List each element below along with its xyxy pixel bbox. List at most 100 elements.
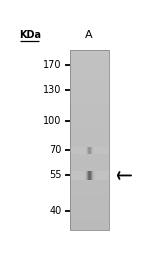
FancyBboxPatch shape: [109, 171, 110, 180]
FancyBboxPatch shape: [70, 140, 110, 142]
FancyBboxPatch shape: [105, 147, 106, 154]
FancyBboxPatch shape: [70, 189, 110, 192]
FancyBboxPatch shape: [103, 171, 104, 180]
FancyBboxPatch shape: [70, 93, 110, 95]
FancyBboxPatch shape: [70, 151, 110, 153]
FancyBboxPatch shape: [70, 64, 110, 66]
FancyBboxPatch shape: [70, 122, 110, 124]
FancyBboxPatch shape: [70, 205, 110, 207]
FancyBboxPatch shape: [93, 147, 94, 154]
FancyBboxPatch shape: [82, 171, 83, 180]
FancyBboxPatch shape: [70, 59, 110, 62]
FancyBboxPatch shape: [70, 68, 110, 70]
FancyBboxPatch shape: [100, 147, 101, 154]
FancyBboxPatch shape: [70, 129, 110, 131]
FancyBboxPatch shape: [70, 194, 110, 196]
FancyBboxPatch shape: [79, 171, 80, 180]
FancyBboxPatch shape: [88, 147, 89, 154]
FancyBboxPatch shape: [70, 196, 110, 198]
FancyBboxPatch shape: [70, 187, 110, 189]
FancyBboxPatch shape: [70, 212, 110, 214]
FancyBboxPatch shape: [70, 142, 110, 144]
FancyBboxPatch shape: [82, 171, 83, 180]
FancyBboxPatch shape: [70, 198, 110, 201]
FancyBboxPatch shape: [70, 84, 110, 86]
FancyBboxPatch shape: [70, 209, 110, 212]
FancyBboxPatch shape: [70, 115, 110, 118]
FancyBboxPatch shape: [96, 171, 97, 180]
FancyBboxPatch shape: [70, 127, 110, 129]
FancyBboxPatch shape: [85, 147, 86, 154]
FancyBboxPatch shape: [83, 147, 84, 154]
FancyBboxPatch shape: [96, 147, 97, 154]
FancyBboxPatch shape: [107, 147, 108, 154]
FancyBboxPatch shape: [91, 171, 92, 180]
FancyBboxPatch shape: [70, 75, 110, 77]
FancyBboxPatch shape: [102, 147, 103, 154]
FancyBboxPatch shape: [70, 156, 110, 158]
FancyBboxPatch shape: [79, 147, 80, 154]
FancyBboxPatch shape: [97, 171, 98, 180]
FancyBboxPatch shape: [76, 171, 77, 180]
FancyBboxPatch shape: [99, 147, 100, 154]
FancyBboxPatch shape: [80, 171, 81, 180]
FancyBboxPatch shape: [70, 104, 110, 106]
FancyBboxPatch shape: [108, 147, 109, 154]
Text: 130: 130: [43, 85, 62, 95]
FancyBboxPatch shape: [70, 111, 110, 113]
FancyBboxPatch shape: [70, 227, 110, 230]
FancyBboxPatch shape: [70, 144, 110, 147]
FancyBboxPatch shape: [85, 147, 86, 154]
FancyBboxPatch shape: [100, 147, 101, 154]
FancyBboxPatch shape: [70, 216, 110, 218]
FancyBboxPatch shape: [70, 225, 110, 227]
FancyBboxPatch shape: [70, 136, 110, 138]
FancyBboxPatch shape: [81, 147, 82, 154]
FancyBboxPatch shape: [70, 201, 110, 203]
FancyBboxPatch shape: [74, 171, 75, 180]
FancyBboxPatch shape: [70, 53, 110, 55]
FancyBboxPatch shape: [103, 147, 104, 154]
FancyBboxPatch shape: [90, 171, 91, 180]
FancyBboxPatch shape: [70, 50, 110, 53]
FancyBboxPatch shape: [75, 147, 76, 154]
FancyBboxPatch shape: [70, 174, 110, 176]
FancyBboxPatch shape: [72, 147, 73, 154]
FancyBboxPatch shape: [77, 171, 78, 180]
FancyBboxPatch shape: [89, 147, 90, 154]
FancyBboxPatch shape: [70, 118, 110, 120]
FancyBboxPatch shape: [91, 147, 92, 154]
FancyBboxPatch shape: [106, 147, 107, 154]
FancyBboxPatch shape: [98, 147, 99, 154]
FancyBboxPatch shape: [85, 171, 86, 180]
FancyBboxPatch shape: [70, 70, 110, 73]
FancyBboxPatch shape: [93, 171, 94, 180]
FancyBboxPatch shape: [70, 138, 110, 140]
FancyBboxPatch shape: [70, 160, 110, 162]
Text: 55: 55: [49, 170, 62, 180]
FancyBboxPatch shape: [70, 167, 110, 169]
FancyBboxPatch shape: [94, 171, 95, 180]
FancyBboxPatch shape: [70, 113, 110, 115]
FancyBboxPatch shape: [70, 162, 110, 165]
FancyBboxPatch shape: [102, 171, 103, 180]
FancyBboxPatch shape: [73, 147, 74, 154]
FancyBboxPatch shape: [70, 91, 110, 93]
FancyBboxPatch shape: [70, 131, 110, 133]
FancyBboxPatch shape: [99, 171, 100, 180]
Text: 170: 170: [43, 60, 62, 70]
FancyBboxPatch shape: [95, 147, 96, 154]
FancyBboxPatch shape: [70, 102, 110, 104]
FancyBboxPatch shape: [100, 171, 101, 180]
FancyBboxPatch shape: [84, 171, 85, 180]
FancyBboxPatch shape: [70, 171, 71, 180]
FancyBboxPatch shape: [71, 171, 72, 180]
FancyBboxPatch shape: [81, 171, 82, 180]
Text: 70: 70: [49, 146, 62, 156]
FancyBboxPatch shape: [70, 223, 110, 225]
FancyBboxPatch shape: [87, 171, 88, 180]
FancyBboxPatch shape: [78, 147, 79, 154]
FancyBboxPatch shape: [101, 171, 102, 180]
FancyBboxPatch shape: [107, 171, 108, 180]
FancyBboxPatch shape: [70, 73, 110, 75]
